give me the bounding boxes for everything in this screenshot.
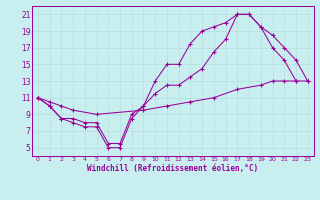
X-axis label: Windchill (Refroidissement éolien,°C): Windchill (Refroidissement éolien,°C) xyxy=(87,164,258,173)
